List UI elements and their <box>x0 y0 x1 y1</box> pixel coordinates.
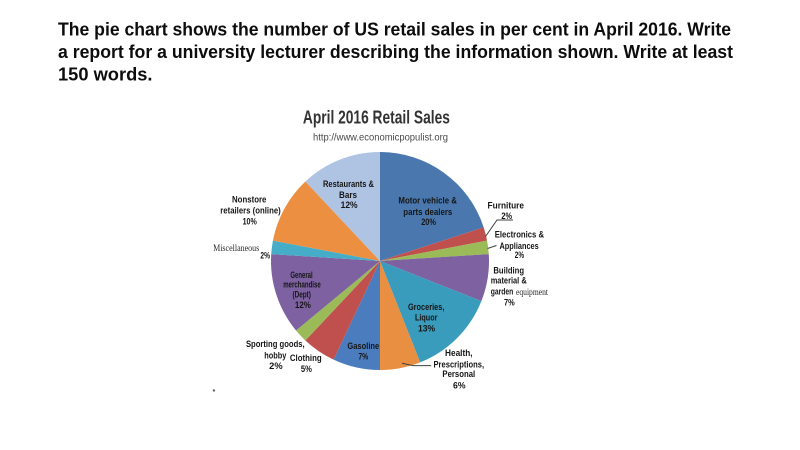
svg-text:Health,: Health, <box>445 348 473 359</box>
svg-text:Nonstore: Nonstore <box>232 195 266 206</box>
svg-text:13%: 13% <box>418 324 436 335</box>
svg-text:April 2016 Retail Sales: April 2016 Retail Sales <box>303 108 450 128</box>
svg-text:2%: 2% <box>515 250 525 261</box>
svg-text:7%: 7% <box>504 297 515 308</box>
svg-text:parts dealers: parts dealers <box>403 207 452 218</box>
svg-text:hobby: hobby <box>264 351 287 362</box>
svg-text:garden: garden <box>491 287 514 298</box>
svg-text:Furniture: Furniture <box>488 201 525 212</box>
svg-text:Appliances: Appliances <box>500 241 539 252</box>
svg-text:General: General <box>290 270 312 281</box>
svg-text:Gasoline: Gasoline <box>347 341 379 352</box>
svg-text:http://www.economicpopulist.or: http://www.economicpopulist.org <box>313 133 448 144</box>
svg-text:a report for a university lect: a report for a university lecturer descr… <box>58 42 733 62</box>
svg-text:2%: 2% <box>501 211 512 222</box>
svg-text:Building: Building <box>493 265 524 276</box>
svg-text:12%: 12% <box>295 300 311 311</box>
svg-text:Restaurants &: Restaurants & <box>323 179 374 190</box>
svg-text:Electronics &: Electronics & <box>495 229 544 240</box>
svg-text:Groceries,: Groceries, <box>408 302 445 313</box>
svg-text:(Dept): (Dept) <box>292 290 311 301</box>
svg-text:Bars: Bars <box>339 190 357 201</box>
svg-text:Liquor: Liquor <box>415 313 438 324</box>
svg-text:Prescriptions,: Prescriptions, <box>434 360 485 371</box>
svg-text:5%: 5% <box>301 364 312 375</box>
svg-text:20%: 20% <box>421 217 436 228</box>
svg-text:150 words.: 150 words. <box>58 65 153 85</box>
svg-text:Personal: Personal <box>442 369 475 380</box>
svg-text:6%: 6% <box>453 380 466 391</box>
svg-text:Miscellaneous: Miscellaneous <box>213 244 259 254</box>
svg-text:2%: 2% <box>269 361 283 372</box>
svg-text:10%: 10% <box>243 216 258 227</box>
svg-text:Sporting goods,: Sporting goods, <box>246 339 305 350</box>
svg-text:2%: 2% <box>260 250 270 261</box>
svg-text:Clothing: Clothing <box>290 353 322 364</box>
svg-text:equipment: equipment <box>516 288 548 298</box>
svg-text:12%: 12% <box>341 200 358 211</box>
svg-text:merchandise: merchandise <box>283 279 321 290</box>
svg-text:7%: 7% <box>358 351 368 362</box>
svg-text:retailers (online): retailers (online) <box>220 205 281 216</box>
svg-text:material &: material & <box>491 275 527 286</box>
svg-text:The pie chart shows the number: The pie chart shows the number of US ret… <box>58 20 731 40</box>
svg-text:Motor vehicle &: Motor vehicle & <box>398 196 457 207</box>
